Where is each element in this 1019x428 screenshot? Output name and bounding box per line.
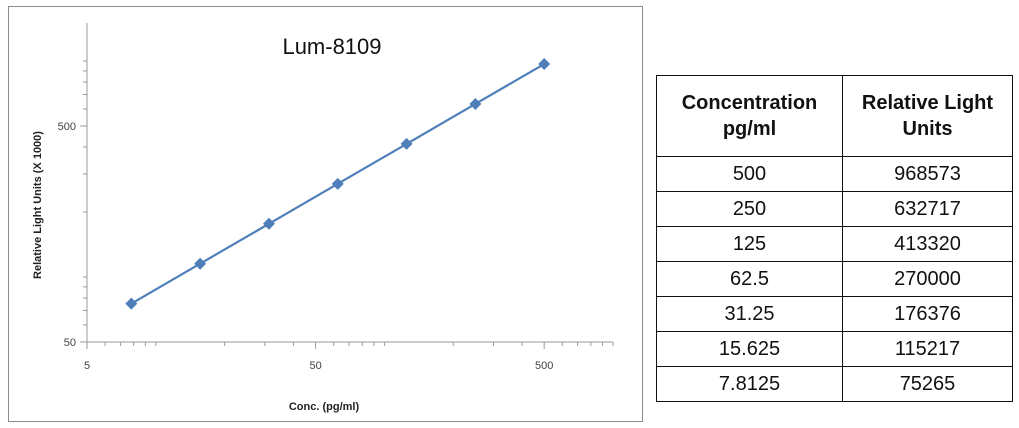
table-row: 31.25 176376 <box>656 296 1013 332</box>
header-concentration-line1: Concentration <box>681 92 818 114</box>
series-layer <box>125 58 551 310</box>
concentration-cell: 500 <box>656 156 843 192</box>
data-point-marker <box>194 257 207 270</box>
table-header-row: Concentration pg/ml Relative Light Units <box>656 75 1013 157</box>
table-row: 62.5 270000 <box>656 261 1013 297</box>
rlu-cell: 115217 <box>842 331 1013 367</box>
table-row: 15.625 115217 <box>656 331 1013 367</box>
rlu-cell: 413320 <box>842 226 1013 262</box>
table-row: 125 413320 <box>656 226 1013 262</box>
y-axis-ticks: 50 500 <box>58 60 87 349</box>
data-point-marker <box>400 137 413 150</box>
table-row: 7.8125 75265 <box>656 366 1013 402</box>
concentration-cell: 62.5 <box>656 261 843 297</box>
data-point-marker <box>538 58 551 71</box>
x-tick-label: 500 <box>535 360 553 372</box>
concentration-cell: 125 <box>656 226 843 262</box>
header-concentration-line2: pg/ml <box>722 118 777 140</box>
axes <box>86 23 613 343</box>
rlu-cell: 632717 <box>842 191 1013 227</box>
y-axis-title: Relative Light Units (X 1000) <box>32 131 44 279</box>
x-tick-label: 5 <box>84 360 90 372</box>
lum-chart: Lum-8109 5 50 500 50 500 Conc. (pg/ml) Rela… <box>32 23 614 413</box>
table-row: 250 632717 <box>656 191 1013 227</box>
table-row: 500 968573 <box>656 156 1013 192</box>
header-rlu: Relative Light Units <box>842 75 1013 157</box>
concentration-cell: 15.625 <box>656 331 843 367</box>
data-point-marker <box>262 217 275 230</box>
chart-panel: Lum-8109 5 50 500 50 500 Conc. (pg/ml) Rela… <box>8 6 643 422</box>
data-point-marker <box>469 97 482 110</box>
data-table: Concentration pg/ml Relative Light Units… <box>656 75 1013 402</box>
concentration-cell: 250 <box>656 191 843 227</box>
data-point-marker <box>125 297 138 310</box>
rlu-cell: 75265 <box>842 366 1013 402</box>
y-tick-label: 500 <box>58 121 76 133</box>
header-concentration: Concentration pg/ml <box>656 75 843 157</box>
rlu-cell: 176376 <box>842 296 1013 332</box>
x-axis-title: Conc. (pg/ml) <box>289 401 360 413</box>
x-axis-ticks: 5 50 500 <box>84 342 614 372</box>
chart-title: Lum-8109 <box>282 34 381 59</box>
rlu-cell: 968573 <box>842 156 1013 192</box>
header-rlu-line1: Relative Light <box>861 92 994 114</box>
y-tick-label: 50 <box>64 337 76 349</box>
data-point-marker <box>331 177 344 190</box>
concentration-cell: 31.25 <box>656 296 843 332</box>
x-tick-label: 50 <box>309 360 321 372</box>
concentration-cell: 7.8125 <box>656 366 843 402</box>
header-rlu-line2: Units <box>902 118 953 140</box>
rlu-cell: 270000 <box>842 261 1013 297</box>
